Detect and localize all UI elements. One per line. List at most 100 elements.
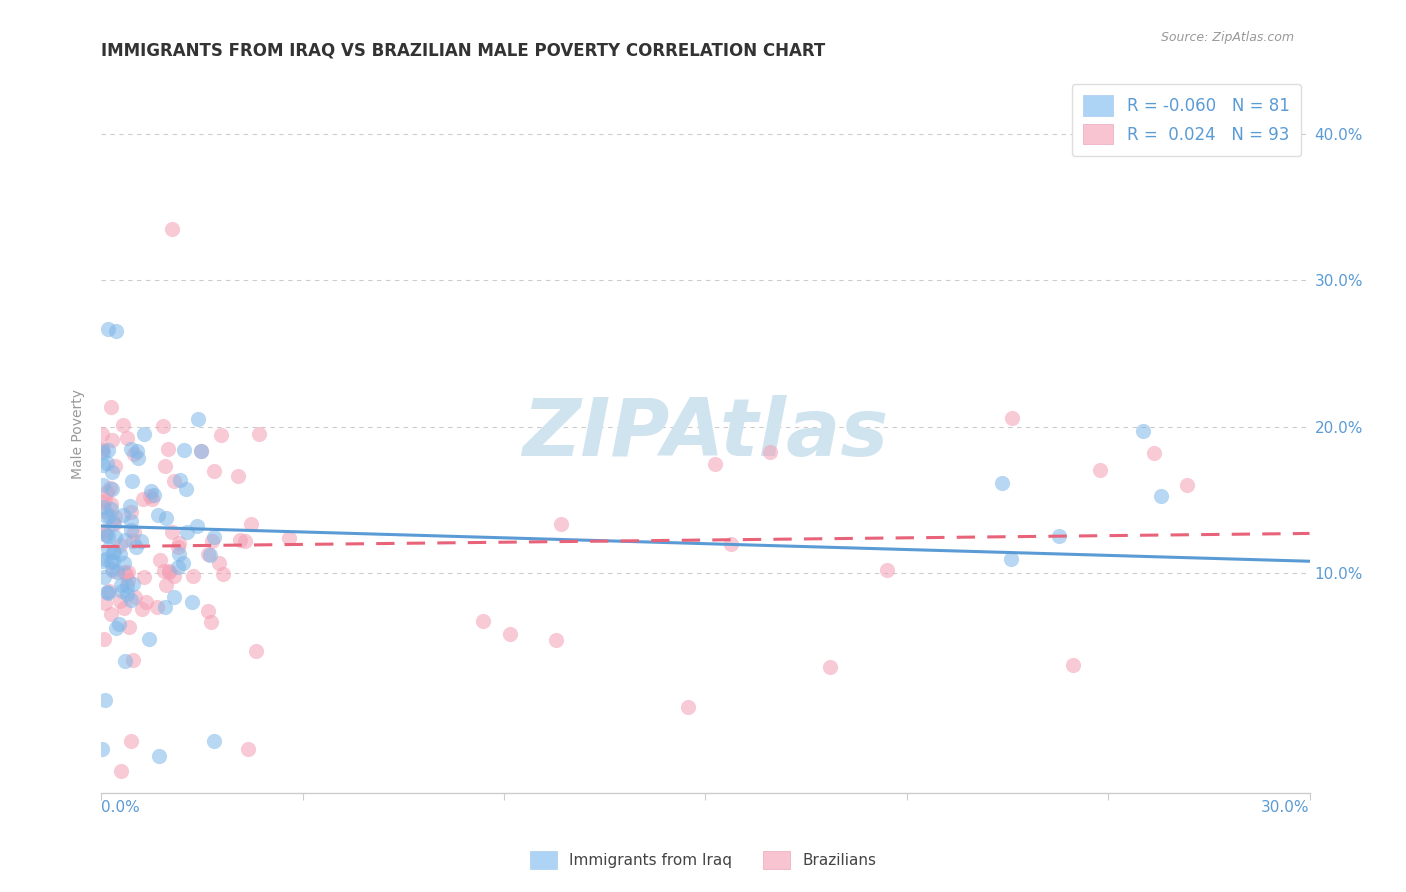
Point — [91, 426, 114, 441]
Point — [120, 499, 142, 513]
Point — [197, 604, 219, 618]
Point — [1001, 410, 1024, 425]
Point — [111, 583, 134, 598]
Point — [118, 620, 141, 634]
Point — [173, 442, 195, 457]
Point — [245, 644, 267, 658]
Point — [114, 556, 136, 570]
Point — [1088, 462, 1111, 476]
Legend: R = -0.060   N = 81, R =  0.024   N = 93: R = -0.060 N = 81, R = 0.024 N = 93 — [1071, 84, 1301, 156]
Point — [153, 600, 176, 615]
Point — [132, 570, 155, 584]
Point — [163, 569, 186, 583]
Point — [103, 545, 125, 559]
Point — [117, 579, 139, 593]
Point — [208, 556, 231, 570]
Point — [93, 596, 115, 610]
Point — [1150, 490, 1173, 504]
Point — [471, 614, 494, 628]
Point — [160, 222, 183, 236]
Point — [114, 654, 136, 668]
Point — [97, 508, 120, 523]
Point — [163, 475, 186, 489]
Point — [120, 514, 142, 528]
Point — [97, 586, 120, 600]
Point — [120, 593, 142, 607]
Point — [101, 545, 124, 559]
Point — [546, 632, 568, 647]
Point — [97, 542, 120, 557]
Point — [226, 468, 249, 483]
Point — [97, 529, 120, 543]
Point — [101, 482, 124, 496]
Point — [190, 444, 212, 458]
Point — [115, 567, 138, 582]
Point — [163, 591, 186, 605]
Point — [117, 565, 139, 579]
Point — [229, 533, 252, 547]
Point — [143, 488, 166, 502]
Point — [146, 508, 169, 523]
Point — [124, 590, 146, 604]
Point — [122, 525, 145, 540]
Point — [233, 533, 256, 548]
Point — [94, 504, 117, 518]
Point — [876, 563, 898, 577]
Point — [1132, 425, 1154, 439]
Point — [108, 547, 131, 561]
Point — [100, 497, 122, 511]
Point — [111, 417, 134, 432]
Point — [97, 443, 120, 458]
Point — [127, 450, 149, 465]
Point — [120, 523, 142, 537]
Point — [117, 431, 139, 445]
Point — [155, 511, 177, 525]
Point — [132, 492, 155, 507]
Point — [96, 484, 118, 499]
Point — [121, 474, 143, 488]
Text: Source: ZipAtlas.com: Source: ZipAtlas.com — [1160, 31, 1294, 45]
Point — [100, 481, 122, 495]
Point — [120, 505, 142, 519]
Point — [201, 533, 224, 548]
Point — [103, 516, 125, 530]
Point — [169, 473, 191, 487]
Point — [91, 495, 114, 509]
Point — [108, 616, 131, 631]
Point — [112, 508, 135, 522]
Point — [141, 491, 163, 506]
Point — [167, 540, 190, 554]
Point — [105, 325, 128, 339]
Point — [200, 615, 222, 629]
Point — [236, 741, 259, 756]
Point — [105, 565, 128, 579]
Point — [112, 565, 135, 579]
Point — [90, 741, 112, 756]
Point — [167, 547, 190, 561]
Point — [186, 518, 208, 533]
Point — [100, 501, 122, 516]
Point — [96, 510, 118, 524]
Point — [94, 692, 117, 706]
Point — [110, 538, 132, 552]
Point — [93, 570, 115, 584]
Point — [278, 531, 301, 545]
Point — [110, 578, 132, 592]
Point — [153, 564, 176, 578]
Point — [125, 540, 148, 554]
Point — [1175, 477, 1198, 491]
Text: 30.0%: 30.0% — [1261, 800, 1309, 815]
Point — [90, 443, 112, 458]
Text: ZIPAtlas: ZIPAtlas — [522, 395, 889, 473]
Point — [94, 526, 117, 541]
Point — [94, 528, 117, 542]
Point — [1062, 658, 1084, 673]
Point — [198, 549, 221, 563]
Point — [97, 584, 120, 599]
Point — [176, 524, 198, 539]
Legend: Immigrants from Iraq, Brazilians: Immigrants from Iraq, Brazilians — [523, 845, 883, 875]
Point — [678, 700, 700, 714]
Point — [197, 547, 219, 561]
Point — [93, 445, 115, 459]
Point — [190, 444, 212, 458]
